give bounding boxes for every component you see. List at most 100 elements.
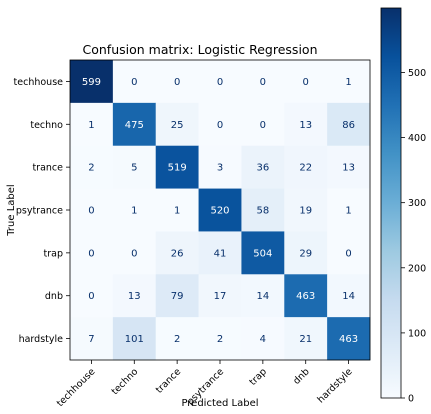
heatmap-cell — [198, 188, 242, 232]
heatmap-cell — [241, 188, 285, 232]
cell-value-label: 1 — [131, 206, 137, 217]
cell-value-label: 2 — [174, 334, 180, 345]
cell-value-label: 0 — [303, 77, 309, 88]
cell-value-label: 599 — [82, 77, 101, 88]
cell-value-label: 7 — [88, 334, 94, 345]
cell-value-label: 0 — [131, 248, 137, 259]
heatmap-cell — [155, 60, 199, 104]
x-tick-label: hardstyle — [316, 366, 355, 405]
cell-value-label: 4 — [260, 334, 266, 345]
chart-title: Confusion matrix: Logistic Regression — [83, 42, 318, 57]
heatmap-cell — [155, 274, 199, 318]
colorbar — [380, 7, 402, 399]
heatmap-cell — [112, 317, 157, 361]
cell-value-label: 21 — [299, 334, 312, 345]
cell-value-label: 1 — [345, 77, 351, 88]
cell-value-label: 0 — [217, 77, 223, 88]
colorbar-tick-label: 100 — [408, 328, 426, 339]
cell-value-label: 14 — [342, 291, 355, 302]
heatmap-cell — [112, 188, 157, 232]
cell-value-label: 25 — [171, 120, 184, 131]
y-tick-label: psytrance — [16, 206, 63, 217]
cell-value-label: 520 — [210, 206, 229, 217]
heatmap-cell — [241, 274, 285, 318]
heatmap-cell — [198, 60, 242, 104]
heatmap-cell — [284, 145, 328, 189]
cell-value-label: 13 — [299, 120, 312, 131]
heatmap-cell — [70, 317, 114, 361]
y-axis-ticks: techhouse techno trance psytrance trap dnb har… — [14, 77, 70, 345]
cell-value-label: 86 — [342, 120, 355, 131]
y-tick-label: hardstyle — [19, 334, 64, 345]
heatmap-cell — [70, 102, 114, 147]
cell-value-label: 475 — [125, 120, 144, 131]
heatmap-cell — [284, 102, 328, 147]
y-tick-label: trap — [44, 248, 63, 259]
heatmap-cell — [198, 102, 242, 147]
colorbar-tick-label: 400 — [408, 133, 426, 144]
heatmap-cell — [70, 145, 114, 189]
cell-value-label: 3 — [217, 163, 223, 174]
heatmap-cell — [284, 60, 328, 104]
y-tick-label: dnb — [45, 291, 63, 302]
heatmap-cell — [284, 317, 328, 361]
heatmap-cell — [241, 60, 285, 104]
heatmap-cell — [284, 231, 328, 275]
heatmap-cell — [198, 317, 242, 361]
heatmap-cell — [327, 188, 371, 232]
cell-value-label: 1 — [345, 206, 351, 217]
colorbar-tick-label: 500 — [408, 68, 426, 79]
heatmap-cell — [241, 317, 285, 361]
cell-value-label: 519 — [168, 163, 187, 174]
heatmap-cell — [198, 145, 242, 189]
heatmap-cell — [155, 145, 199, 189]
cell-value-label: 101 — [125, 334, 144, 345]
cell-value-label: 17 — [214, 291, 227, 302]
x-tick-label: techno — [110, 366, 141, 397]
cell-value-label: 1 — [174, 206, 180, 217]
x-tick-label: trap — [247, 366, 269, 388]
colorbar-tick-label: 0 — [408, 394, 414, 405]
y-tick-label: trance — [32, 163, 63, 174]
cell-value-label: 19 — [299, 206, 312, 217]
heatmap-cell — [327, 231, 371, 275]
heatmap-cell — [198, 274, 242, 318]
cell-value-label: 58 — [256, 206, 269, 217]
cell-value-label: 1 — [88, 120, 94, 131]
cell-value-label: 463 — [296, 291, 315, 302]
colorbar-tick-label: 300 — [408, 198, 426, 209]
x-tick-label: dnb — [291, 366, 312, 387]
heatmap-cell — [241, 145, 285, 189]
heatmap-cell — [327, 274, 371, 318]
cell-value-label: 0 — [217, 120, 223, 131]
y-axis-label: True Label — [6, 184, 17, 236]
heatmap-cell — [112, 231, 157, 275]
heatmap-cell — [70, 60, 114, 104]
heatmap-cell — [112, 60, 157, 104]
cell-value-label: 2 — [217, 334, 223, 345]
cell-value-label: 0 — [260, 77, 266, 88]
cell-value-label: 2 — [88, 163, 94, 174]
cell-value-label: 0 — [131, 77, 137, 88]
heatmap-cell — [241, 231, 285, 275]
cell-value-label: 22 — [299, 163, 312, 174]
cell-value-label: 0 — [174, 77, 180, 88]
cell-value-label: 463 — [339, 334, 358, 345]
cell-value-label: 0 — [260, 120, 266, 131]
cell-value-label: 14 — [256, 291, 269, 302]
heatmap-cell — [112, 274, 157, 318]
heatmap-cell — [70, 274, 114, 318]
colorbar-ticks: 0 100 200 300 400 500 — [401, 68, 426, 405]
x-axis-label: Predicted Label — [181, 398, 258, 409]
cell-value-label: 29 — [299, 248, 312, 259]
heatmap-cell — [112, 102, 157, 147]
heatmap-cell — [155, 102, 199, 147]
heatmap-cell — [284, 188, 328, 232]
x-tick-label: techhouse — [55, 366, 98, 409]
cell-value-label: 26 — [171, 248, 184, 259]
cell-value-label: 504 — [253, 248, 272, 259]
heatmap-cell — [155, 317, 199, 361]
cell-value-label: 13 — [128, 291, 141, 302]
heatmap-cells — [70, 60, 371, 361]
heatmap-cell — [70, 231, 114, 275]
